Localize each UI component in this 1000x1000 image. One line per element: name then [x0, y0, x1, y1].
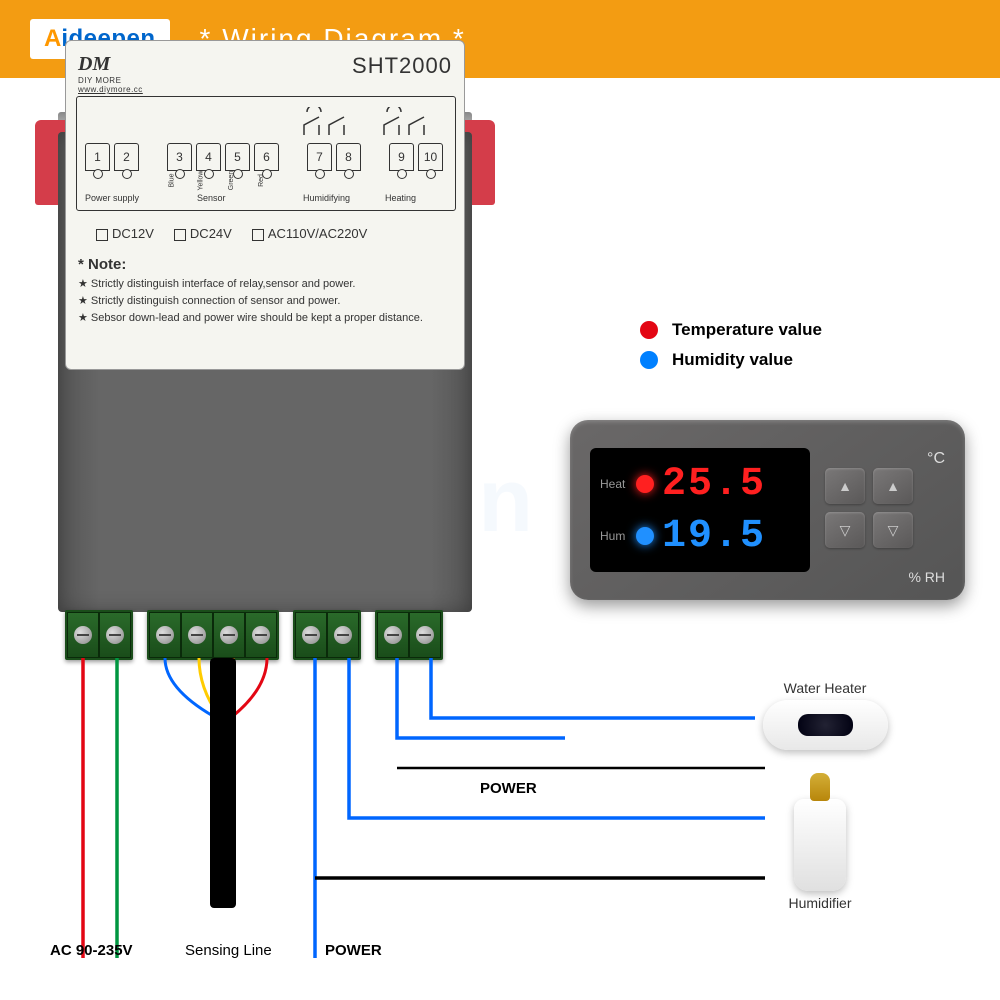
terminal-block-row: [65, 610, 443, 660]
hum-indicator-label: Hum: [600, 529, 628, 543]
down-button-2[interactable]: ▽: [873, 512, 913, 548]
terminal-6: 6: [254, 143, 279, 171]
opt-dc12v: DC12V: [96, 226, 154, 241]
tb-group-sensor: [147, 610, 279, 660]
dm-sub: DIY MORE: [78, 76, 143, 85]
sensing-cable: [210, 658, 236, 908]
water-heater-icon: [763, 700, 888, 750]
water-heater-block: Water Heater: [760, 680, 890, 754]
terminal-3: 3: [167, 143, 192, 171]
logo-a: A: [44, 25, 61, 52]
legend-temp-dot: [640, 321, 658, 339]
note-1: Strictly distinguish interface of relay,…: [78, 277, 423, 290]
up-button-2[interactable]: ▲: [873, 468, 913, 504]
note-title: * Note:: [78, 256, 423, 273]
humidifier-label: Humidifier: [770, 895, 870, 911]
sensor-wire-red: Red: [258, 174, 265, 187]
terminal-row: 1 2 3 4 5 6 7 8 9 10: [85, 143, 447, 171]
label-sensing-line: Sensing Line: [185, 942, 272, 959]
temperature-value: 25.5: [662, 462, 766, 507]
hum-led: [636, 527, 654, 545]
tb-group-heat: [375, 610, 443, 660]
label-heating: Heating: [385, 193, 416, 203]
label-humidifying: Humidifying: [303, 193, 350, 203]
sensor-wire-green: Green: [228, 171, 235, 190]
tb-group-power: [65, 610, 133, 660]
relay-symbol-1: [299, 107, 349, 137]
unit-rh: % RH: [908, 569, 945, 585]
note-section: * Note: Strictly distinguish interface o…: [78, 256, 423, 324]
label-ac: AC 90-235V: [50, 942, 133, 959]
label-power-supply: Power supply: [85, 193, 139, 203]
voltage-options: DC12V DC24V AC110V/AC220V: [96, 226, 367, 241]
display-screen: Heat 25.5 Hum 19.5: [590, 448, 810, 572]
terminal-4: 4: [196, 143, 221, 171]
tb-group-humid: [293, 610, 361, 660]
terminal-diagram-box: 1 2 3 4 5 6 7 8 9 10 Power supply Sensor…: [76, 96, 456, 211]
sensor-wire-blue: Blue: [169, 173, 176, 187]
terminal-7: 7: [307, 143, 332, 171]
legend-temp-label: Temperature value: [672, 320, 822, 340]
humidity-value: 19.5: [662, 514, 766, 559]
dm-url: www.diymore.cc: [78, 85, 143, 94]
opt-dc24v: DC24V: [174, 226, 232, 241]
terminal-8: 8: [336, 143, 361, 171]
terminal-9: 9: [389, 143, 414, 171]
sensor-wire-yellow: Yellow: [197, 171, 204, 191]
wire-heat-1: [397, 658, 565, 738]
water-heater-label: Water Heater: [760, 680, 890, 696]
legend-humid: Humidity value: [640, 350, 822, 370]
wire-heat-2: [431, 658, 755, 718]
legend-humid-dot: [640, 351, 658, 369]
label-power-1: POWER: [325, 942, 382, 959]
legend-humid-label: Humidity value: [672, 350, 793, 370]
terminal-2: 2: [114, 143, 139, 171]
humidifier-icon: [794, 799, 846, 891]
terminal-5: 5: [225, 143, 250, 171]
unit-celsius: °C: [927, 450, 945, 468]
heat-indicator-label: Heat: [600, 477, 628, 491]
terminal-1: 1: [85, 143, 110, 171]
dm-logo: DM: [78, 53, 143, 76]
note-3: Sebsor down-lead and power wire should b…: [78, 311, 423, 324]
up-button-1[interactable]: ▲: [825, 468, 865, 504]
down-button-1[interactable]: ▽: [825, 512, 865, 548]
legend-temp: Temperature value: [640, 320, 822, 340]
humidifier-block: Humidifier: [770, 795, 870, 911]
opt-ac: AC110V/AC220V: [252, 226, 368, 241]
label-power-2: POWER: [480, 780, 537, 797]
wire-sensor-red: [233, 658, 267, 716]
heat-led: [636, 475, 654, 493]
note-2: Strictly distinguish connection of senso…: [78, 294, 423, 307]
label-plate: DM DIY MORE www.diymore.cc SHT2000 1 2 3…: [65, 40, 465, 370]
value-legend: Temperature value Humidity value: [640, 320, 822, 380]
model-number: SHT2000: [352, 53, 452, 79]
wire-sensor-blue: [165, 658, 213, 716]
terminal-10: 10: [418, 143, 443, 171]
button-grid: ▲ ▲ ▽ ▽: [825, 468, 913, 548]
label-sensor: Sensor: [197, 193, 226, 203]
display-panel: Heat 25.5 Hum 19.5 °C % RH ▲ ▲ ▽ ▽: [570, 420, 965, 600]
relay-symbol-2: [379, 107, 429, 137]
